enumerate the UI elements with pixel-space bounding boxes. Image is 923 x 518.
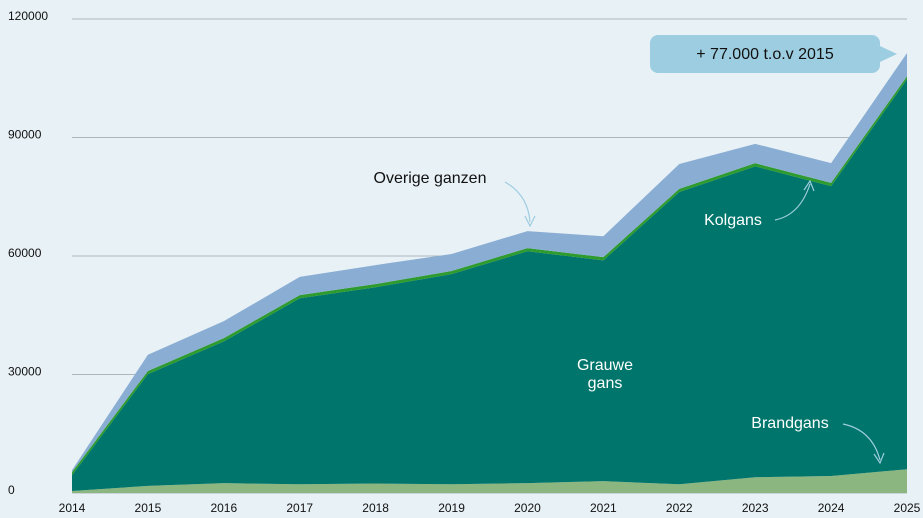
callout-text: + 77.000 t.o.v 2015: [696, 46, 834, 63]
x-tick-label: 2017: [286, 501, 313, 515]
arrow: [774, 183, 811, 221]
arrow-head: [524, 215, 536, 228]
series-label: Kolgans: [704, 212, 762, 229]
x-tick-label: 2025: [894, 501, 921, 515]
y-tick-label: 60000: [8, 246, 42, 260]
y-tick-label: 0: [8, 483, 15, 497]
callout-pointer: [880, 46, 897, 62]
x-tick-label: 2021: [590, 501, 617, 515]
area: [72, 79, 907, 492]
x-tick-label: 2015: [135, 501, 162, 515]
x-tick-label: 2023: [742, 501, 769, 515]
arrow-head: [873, 452, 885, 465]
y-tick-label: 30000: [8, 365, 42, 379]
x-tick-label: 2019: [438, 501, 465, 515]
callout-box: [650, 35, 880, 73]
x-tick-label: 2018: [362, 501, 389, 515]
x-tick-label: 2024: [818, 501, 845, 515]
y-tick-label: 90000: [8, 128, 42, 142]
x-tick-label: 2022: [666, 501, 693, 515]
area: [72, 469, 907, 493]
x-tick-label: 2020: [514, 501, 541, 515]
arrow: [842, 423, 881, 461]
x-tick-label: 2014: [59, 501, 86, 515]
x-tick-label: 2016: [210, 501, 237, 515]
series-label: Brandgans: [751, 415, 829, 432]
arrow-head: [803, 179, 815, 192]
y-tick-label: 120000: [8, 9, 48, 23]
arrow: [504, 181, 531, 223]
series-label: Grauwe gans: [576, 357, 634, 392]
series-label: Overige ganzen: [373, 170, 487, 187]
